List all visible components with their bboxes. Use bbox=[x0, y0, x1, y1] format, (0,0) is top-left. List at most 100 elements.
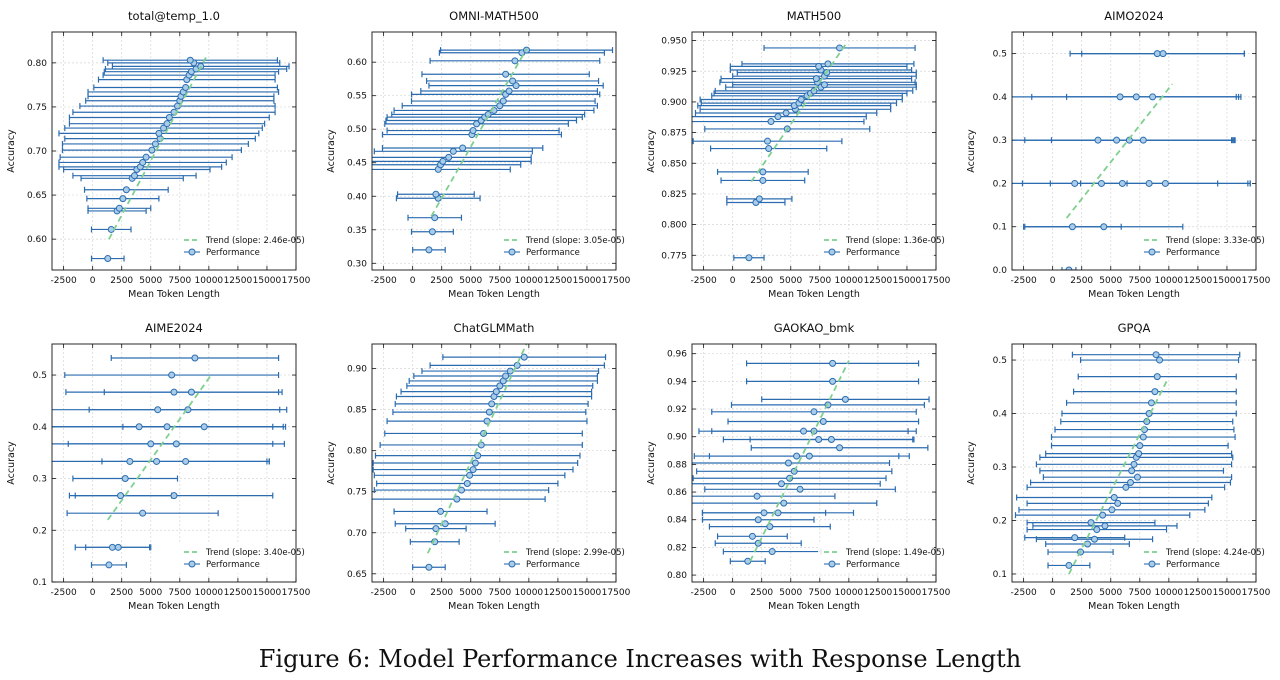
data-point bbox=[187, 388, 195, 396]
x-axis-label: Mean Token Length bbox=[768, 289, 860, 300]
data-point bbox=[165, 114, 173, 122]
legend-point-swatch bbox=[828, 560, 836, 568]
chart-panel-8: GPQA -2500 0 2500 5000 7500 10000 12500 15000 175… bbox=[966, 321, 1271, 612]
data-point bbox=[469, 127, 477, 135]
y-tick-label: 0.60 bbox=[347, 58, 367, 68]
x-tick-label: 17500 bbox=[922, 588, 951, 598]
data-point bbox=[768, 548, 776, 556]
data-point bbox=[511, 57, 519, 65]
data-point bbox=[502, 372, 510, 380]
y-tick-label: 0.3 bbox=[993, 463, 1007, 473]
data-point bbox=[163, 423, 171, 431]
y-tick-label: 0.3 bbox=[33, 475, 47, 485]
data-point bbox=[1153, 50, 1161, 58]
data-point bbox=[449, 147, 457, 155]
data-point bbox=[1159, 50, 1167, 58]
data-point bbox=[1135, 450, 1143, 458]
legend-point-label: Performance bbox=[1166, 248, 1220, 258]
y-axis-label: Accuracy bbox=[646, 129, 657, 173]
chart-title: ChatGLMMath bbox=[454, 321, 535, 335]
data-point bbox=[793, 452, 801, 460]
data-point bbox=[121, 475, 129, 483]
data-point bbox=[755, 195, 763, 203]
plot-frame bbox=[691, 343, 937, 583]
chart-title: MATH500 bbox=[787, 9, 842, 23]
y-axis-label: Accuracy bbox=[326, 129, 337, 173]
x-tick-label: 10000 bbox=[835, 588, 864, 598]
legend-point-swatch bbox=[1148, 560, 1156, 568]
y-tick-label: 0.55 bbox=[347, 92, 367, 102]
legend-point-label: Performance bbox=[1166, 560, 1220, 570]
x-tick-label: -2500 bbox=[1011, 588, 1037, 598]
x-tick-label: 5000 bbox=[1099, 276, 1122, 286]
data-point bbox=[432, 190, 440, 198]
y-tick-label: 0.5 bbox=[993, 356, 1007, 366]
plot-area bbox=[1014, 351, 1241, 575]
legend-trend-label: Trend (slope: 2.99e-05) bbox=[525, 548, 625, 558]
data-point bbox=[1094, 136, 1102, 144]
legend-point-swatch bbox=[508, 248, 516, 256]
legend-box bbox=[498, 231, 614, 261]
x-tick-label: 5000 bbox=[139, 588, 162, 598]
x-tick-label: 15000 bbox=[1213, 588, 1242, 598]
x-tick-label: 2500 bbox=[430, 276, 453, 286]
plot-area bbox=[58, 53, 290, 263]
data-point bbox=[425, 563, 433, 571]
y-tick-label: 0.925 bbox=[661, 67, 687, 77]
trend-line bbox=[1068, 381, 1168, 575]
data-point bbox=[520, 353, 528, 361]
x-tick-label: 7500 bbox=[488, 588, 511, 598]
x-tick-label: 0 bbox=[90, 276, 96, 286]
x-axis-label: Mean Token Length bbox=[768, 601, 860, 612]
x-tick-label: 7500 bbox=[168, 276, 191, 286]
data-point bbox=[827, 435, 835, 443]
figure-grid: total@temp_1.0-2500 0 2500 5000 7500 10000 125… bbox=[6, 9, 1271, 612]
data-point bbox=[130, 172, 138, 180]
x-tick-label: 2500 bbox=[110, 588, 133, 598]
chart-title: total@temp_1.0 bbox=[128, 9, 220, 23]
data-point bbox=[182, 457, 190, 465]
data-point bbox=[745, 254, 753, 262]
y-tick-label: 0.5 bbox=[993, 50, 1007, 60]
plot-area bbox=[372, 46, 614, 254]
data-point bbox=[1118, 179, 1126, 187]
x-tick-label: 2500 bbox=[110, 276, 133, 286]
data-point bbox=[505, 87, 513, 95]
x-tick-label: 12500 bbox=[864, 276, 893, 286]
y-tick-label: 0.3 bbox=[993, 136, 1007, 146]
data-point bbox=[105, 561, 113, 569]
data-point bbox=[126, 457, 134, 465]
plot-area bbox=[1012, 50, 1251, 270]
data-point bbox=[1132, 93, 1140, 101]
y-tick-label: 0.84 bbox=[667, 516, 687, 526]
x-tick-label: 7500 bbox=[1128, 588, 1151, 598]
legend-point-swatch bbox=[188, 248, 196, 256]
data-point bbox=[474, 452, 482, 460]
x-tick-label: 12500 bbox=[224, 276, 253, 286]
chart-title: AIMO2024 bbox=[1104, 9, 1164, 23]
y-tick-label: 0.60 bbox=[27, 235, 47, 245]
y-tick-label: 0.65 bbox=[347, 570, 367, 580]
data-point bbox=[841, 395, 849, 403]
x-tick-label: 12500 bbox=[224, 588, 253, 598]
data-point bbox=[744, 557, 752, 565]
y-tick-label: 0.1 bbox=[33, 578, 47, 588]
x-tick-label: -2500 bbox=[691, 276, 717, 286]
x-tick-label: 2500 bbox=[750, 588, 773, 598]
data-point bbox=[431, 214, 439, 222]
x-tick-label: 5000 bbox=[1099, 588, 1122, 598]
x-tick-label: 7500 bbox=[168, 588, 191, 598]
y-tick-label: 0.2 bbox=[993, 179, 1007, 189]
data-point bbox=[1093, 526, 1101, 534]
data-point bbox=[119, 195, 127, 203]
data-point bbox=[836, 444, 844, 452]
x-tick-label: 10000 bbox=[195, 588, 224, 598]
data-point bbox=[1139, 136, 1147, 144]
x-axis-label: Mean Token Length bbox=[1088, 601, 1180, 612]
plot-frame bbox=[51, 31, 297, 271]
data-point bbox=[182, 84, 190, 92]
y-axis-label: Accuracy bbox=[966, 441, 977, 485]
data-point bbox=[473, 120, 481, 128]
data-point bbox=[1065, 561, 1073, 569]
y-tick-label: 0.850 bbox=[661, 159, 687, 169]
